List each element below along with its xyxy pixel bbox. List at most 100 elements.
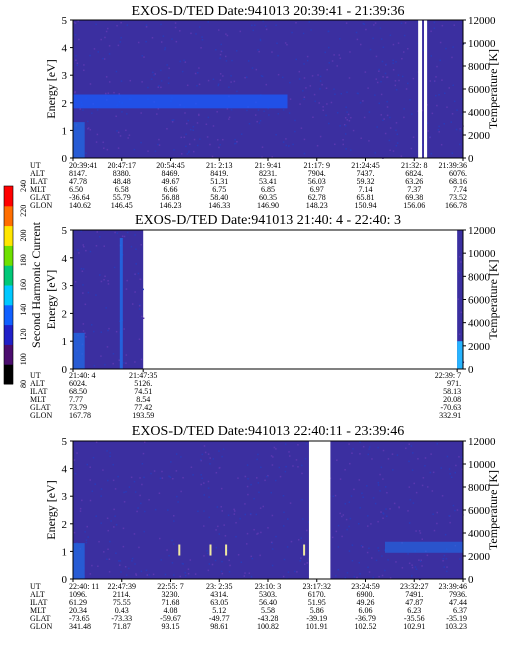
noise-pixel bbox=[430, 55, 432, 57]
noise-pixel bbox=[345, 106, 347, 109]
noise-pixel bbox=[448, 468, 451, 470]
noise-pixel bbox=[438, 131, 440, 133]
noise-pixel bbox=[411, 469, 414, 471]
noise-pixel bbox=[346, 528, 348, 531]
noise-pixel bbox=[448, 515, 450, 517]
noise-pixel bbox=[162, 35, 165, 37]
noise-pixel bbox=[78, 252, 80, 254]
noise-pixel bbox=[436, 65, 438, 68]
noise-pixel bbox=[222, 75, 224, 77]
x-cell-glat: 73.79 bbox=[69, 403, 87, 412]
noise-pixel bbox=[94, 483, 96, 485]
noise-pixel bbox=[235, 521, 237, 524]
x-cell-mlt: 0.43 bbox=[115, 606, 129, 615]
colorbar-segment bbox=[4, 205, 13, 227]
noise-pixel bbox=[260, 75, 263, 77]
noise-pixel bbox=[161, 477, 164, 479]
noise-pixel bbox=[459, 128, 461, 130]
noise-pixel bbox=[217, 29, 220, 31]
noise-pixel bbox=[371, 557, 373, 559]
noise-pixel bbox=[236, 141, 238, 143]
noise-pixel bbox=[433, 21, 436, 24]
noise-pixel bbox=[397, 42, 400, 44]
noise-pixel bbox=[244, 513, 247, 516]
noise-pixel bbox=[392, 150, 395, 152]
noise-pixel bbox=[301, 464, 303, 467]
noise-pixel bbox=[386, 100, 388, 103]
noise-pixel bbox=[103, 245, 106, 247]
noise-pixel bbox=[105, 30, 108, 33]
x-cell-ilat: 47.44 bbox=[449, 598, 467, 607]
noise-pixel bbox=[266, 475, 268, 478]
noise-pixel bbox=[351, 559, 354, 562]
noise-pixel bbox=[349, 462, 351, 465]
noise-pixel bbox=[337, 524, 340, 527]
noise-pixel bbox=[173, 543, 175, 545]
noise-pixel bbox=[235, 142, 237, 145]
noise-pixel bbox=[79, 108, 81, 110]
ytick-right-label: 2000 bbox=[468, 341, 491, 353]
noise-pixel bbox=[107, 279, 109, 282]
noise-pixel bbox=[458, 256, 461, 258]
noise-pixel bbox=[157, 86, 159, 88]
noise-pixel bbox=[277, 54, 279, 57]
noise-pixel bbox=[360, 137, 362, 139]
noise-pixel bbox=[100, 522, 102, 524]
noise-pixel bbox=[345, 148, 347, 150]
noise-pixel bbox=[436, 511, 439, 514]
noise-pixel bbox=[82, 268, 85, 270]
noise-pixel bbox=[158, 85, 160, 87]
noise-pixel bbox=[133, 148, 136, 151]
noise-pixel bbox=[244, 503, 246, 505]
x-cell-glat: 65.81 bbox=[357, 193, 375, 202]
noise-pixel bbox=[180, 456, 182, 458]
x-cell-alt: 7437. bbox=[357, 169, 375, 178]
noise-pixel bbox=[358, 561, 360, 564]
ytick-label: 1 bbox=[62, 125, 68, 137]
x-cell-mlt: 6.97 bbox=[310, 185, 324, 194]
noise-pixel bbox=[306, 529, 308, 532]
noise-pixel bbox=[133, 533, 136, 535]
noise-pixel bbox=[89, 499, 92, 502]
noise-pixel bbox=[444, 533, 447, 536]
noise-pixel bbox=[251, 557, 254, 560]
x-cell-alt: 5303. bbox=[259, 590, 277, 599]
x-cell-alt: 8469. bbox=[162, 169, 180, 178]
noise-pixel bbox=[421, 565, 423, 567]
x-cell-glat: -39.19 bbox=[306, 614, 327, 623]
noise-pixel bbox=[407, 47, 409, 50]
noise-pixel bbox=[212, 458, 215, 460]
noise-pixel bbox=[289, 502, 292, 504]
noise-pixel bbox=[106, 27, 109, 30]
noise-pixel bbox=[271, 548, 274, 550]
noise-pixel bbox=[119, 135, 122, 137]
noise-pixel bbox=[378, 68, 380, 71]
noise-pixel bbox=[83, 64, 85, 66]
x-cell-glat: -73.33 bbox=[111, 614, 132, 623]
noise-pixel bbox=[246, 109, 248, 112]
noise-pixel bbox=[97, 565, 99, 568]
x-cell-mlt: 6.85 bbox=[261, 185, 275, 194]
noise-pixel bbox=[96, 133, 99, 136]
noise-pixel bbox=[258, 50, 260, 53]
noise-pixel bbox=[240, 561, 243, 563]
panel-title: EXOS-D/TED Date:941013 20:39:41 - 21:39:… bbox=[132, 4, 405, 19]
noise-pixel bbox=[100, 38, 102, 41]
noise-pixel bbox=[429, 471, 432, 474]
noise-pixel bbox=[392, 59, 394, 62]
noise-pixel bbox=[168, 475, 170, 478]
noise-pixel bbox=[85, 249, 87, 252]
noise-pixel bbox=[379, 27, 382, 29]
noise-pixel bbox=[433, 80, 436, 82]
noise-pixel bbox=[224, 535, 227, 537]
panel-title: EXOS-D/TED Date:941013 21:40: 4 - 22:40:… bbox=[135, 213, 401, 228]
noise-pixel bbox=[186, 153, 189, 155]
noise-pixel bbox=[89, 128, 92, 131]
noise-pixel bbox=[236, 90, 238, 93]
noise-pixel bbox=[328, 62, 331, 64]
noise-pixel bbox=[245, 76, 248, 78]
noise-pixel bbox=[430, 453, 432, 455]
noise-pixel bbox=[141, 315, 143, 318]
noise-pixel bbox=[267, 107, 269, 110]
x-cell-glon: 93.15 bbox=[162, 622, 180, 631]
